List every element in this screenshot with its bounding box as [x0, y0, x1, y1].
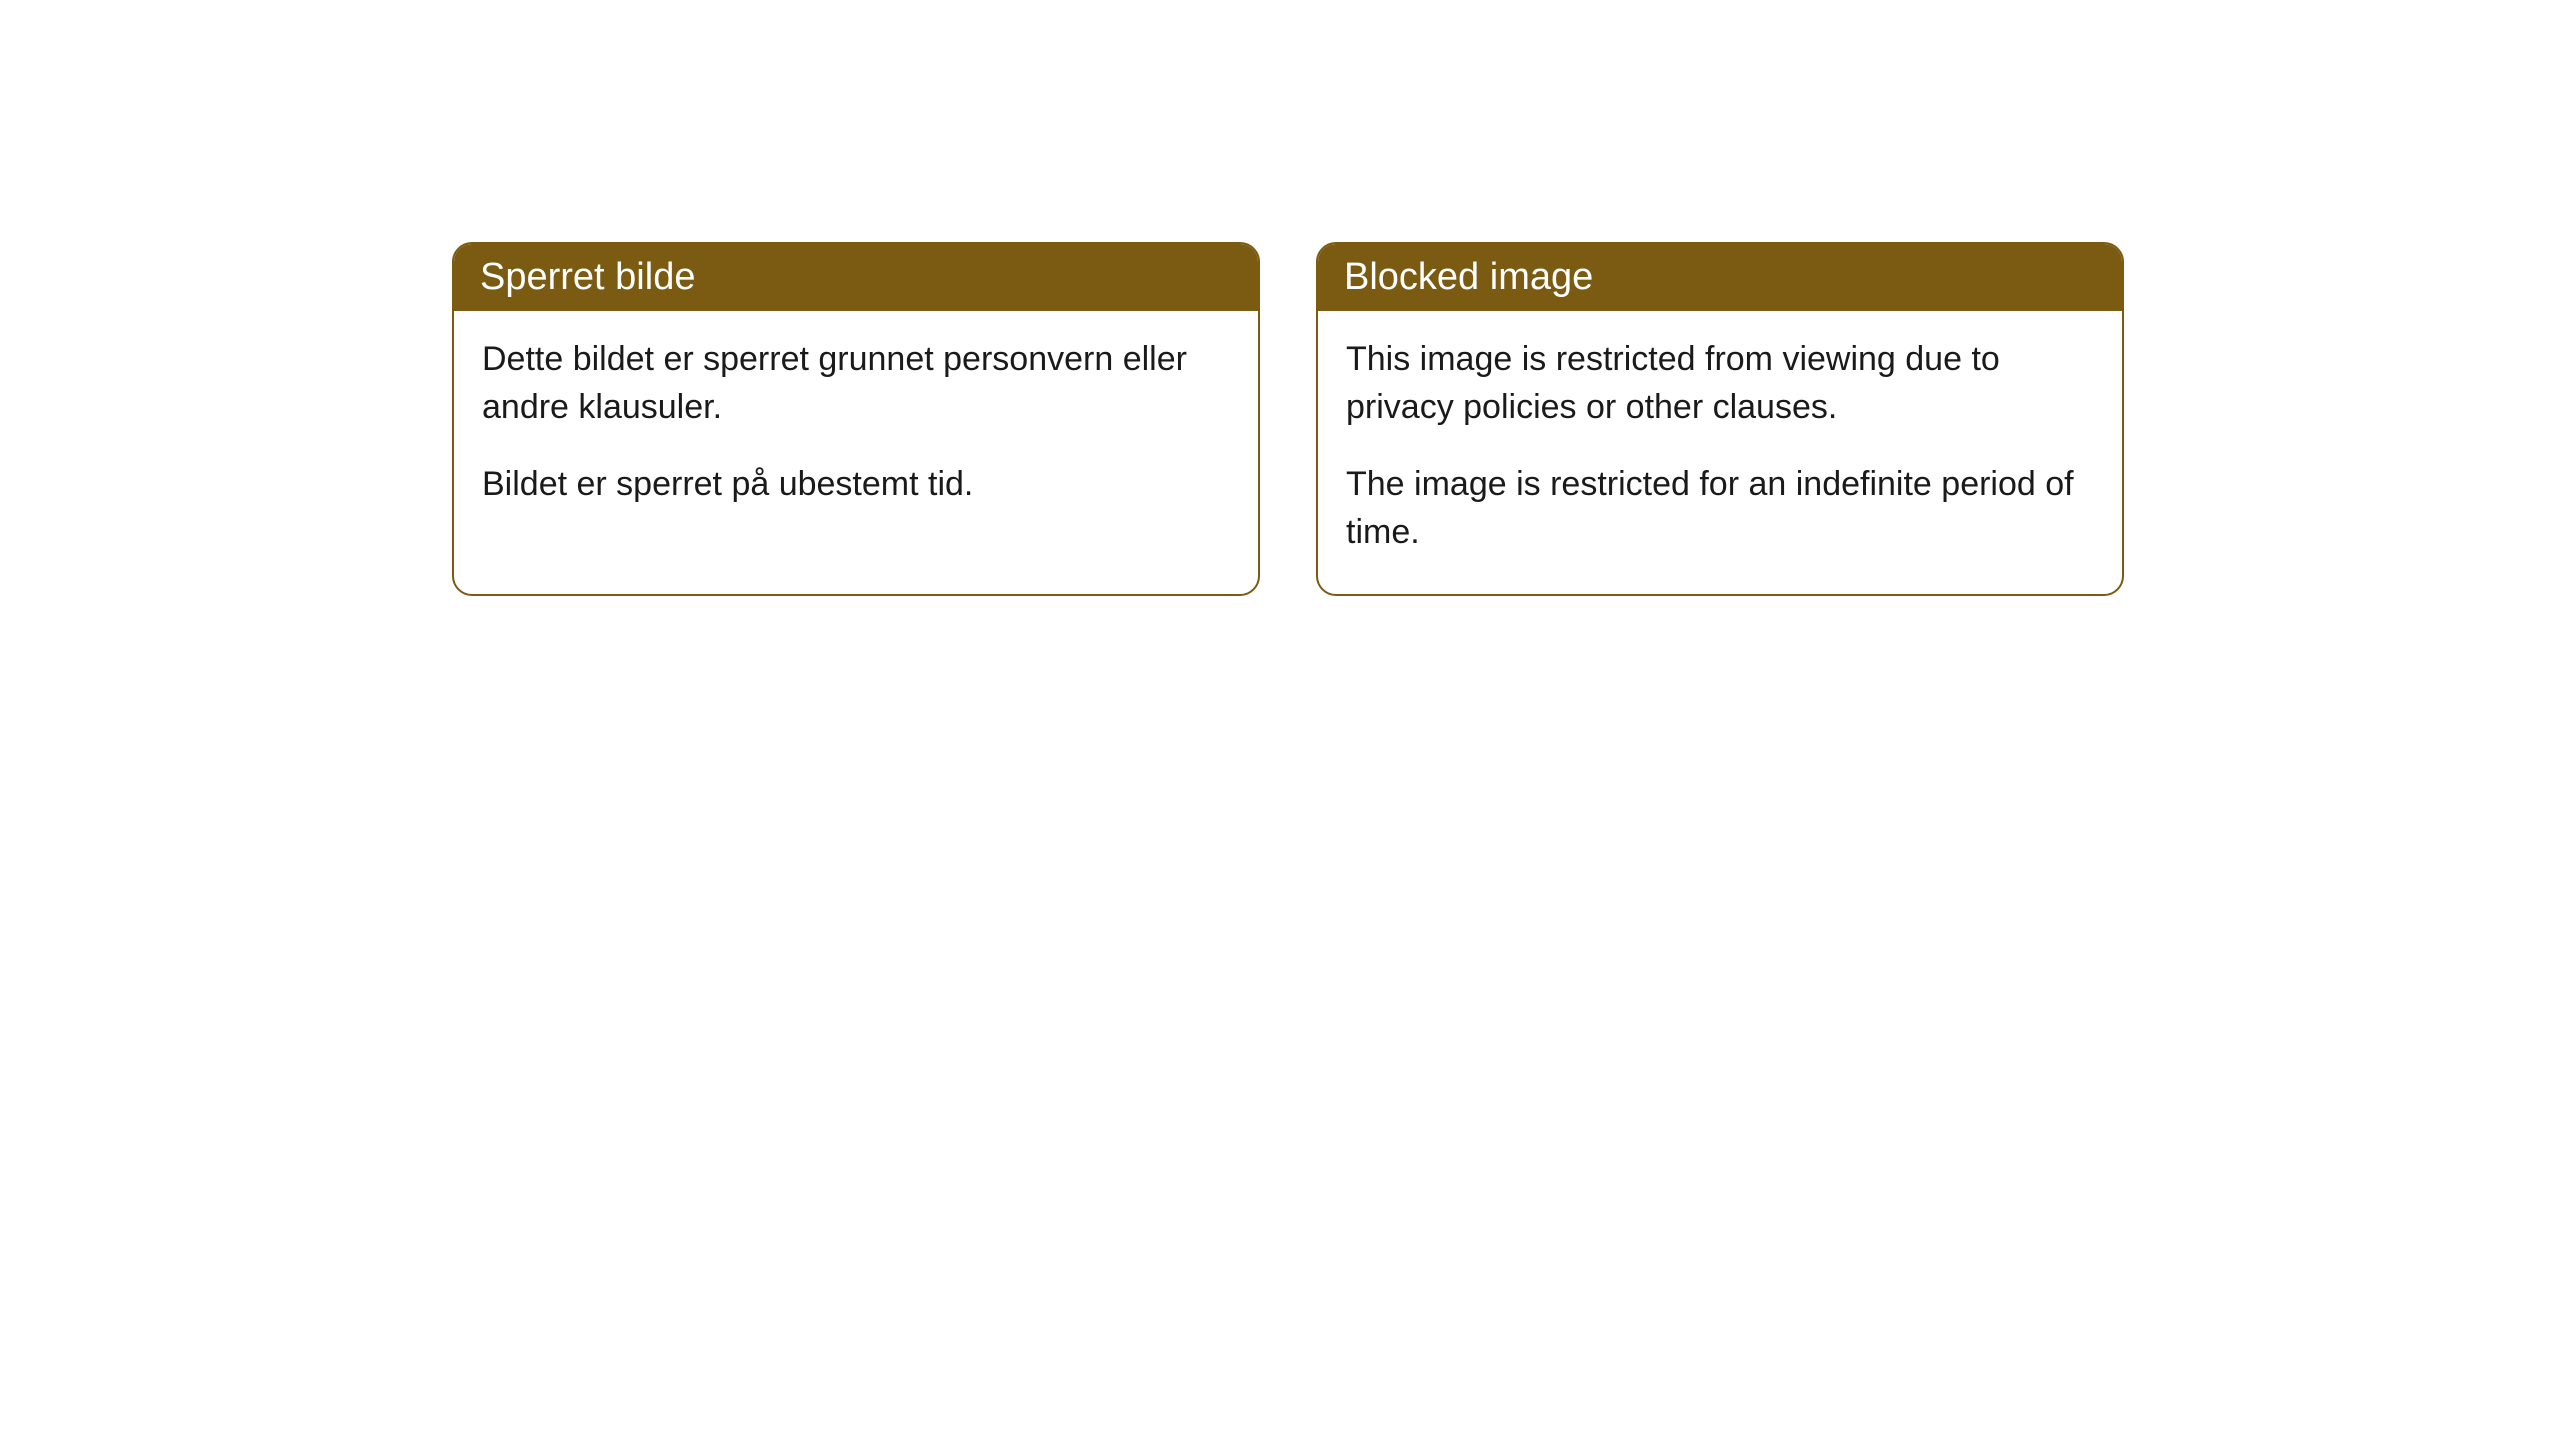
- card-header: Sperret bilde: [454, 244, 1258, 311]
- card-header: Blocked image: [1318, 244, 2122, 311]
- card-paragraph: This image is restricted from viewing du…: [1346, 335, 2094, 432]
- card-body: Dette bildet er sperret grunnet personve…: [454, 311, 1258, 546]
- card-paragraph: Bildet er sperret på ubestemt tid.: [482, 460, 1230, 508]
- card-title: Sperret bilde: [480, 256, 695, 298]
- notice-card-english: Blocked image This image is restricted f…: [1316, 242, 2124, 596]
- notice-container: Sperret bilde Dette bildet er sperret gr…: [452, 242, 2124, 596]
- notice-card-norwegian: Sperret bilde Dette bildet er sperret gr…: [452, 242, 1260, 596]
- card-title: Blocked image: [1344, 256, 1593, 298]
- card-paragraph: Dette bildet er sperret grunnet personve…: [482, 335, 1230, 432]
- card-body: This image is restricted from viewing du…: [1318, 311, 2122, 594]
- card-paragraph: The image is restricted for an indefinit…: [1346, 460, 2094, 557]
